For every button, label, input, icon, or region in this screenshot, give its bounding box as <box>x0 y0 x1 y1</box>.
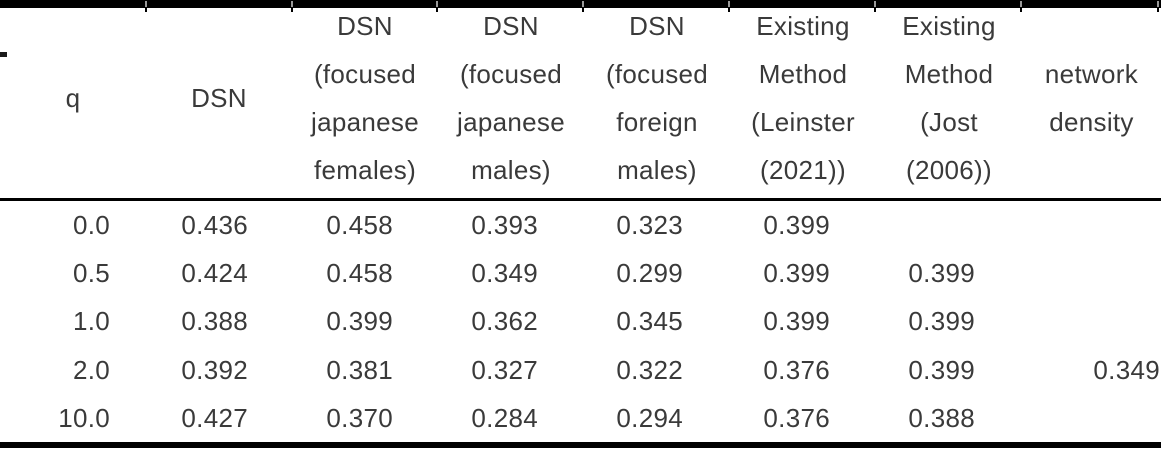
column-divider-tick <box>1157 0 1159 12</box>
cell-q: 2.0 <box>72 354 110 385</box>
column-divider-tick <box>436 0 438 12</box>
cell-dsn-foreign-males: 0.294 <box>616 402 683 433</box>
column-header-dsn: DSN <box>191 83 247 113</box>
table-row-q-2.0: 2.0 0.392 0.381 0.327 0.322 0.376 0.399 … <box>0 346 1161 394</box>
cell-dsn-foreign-males: 0.323 <box>616 210 683 241</box>
cell-existing-leinster: 0.399 <box>763 306 830 337</box>
cell-existing-leinster: 0.376 <box>763 402 830 433</box>
cell-existing-jost: 0.399 <box>908 258 975 289</box>
cell-existing-leinster: 0.376 <box>763 354 830 385</box>
column-divider-tick <box>728 0 730 12</box>
cell-network-density <box>1022 394 1161 442</box>
cell-q: 1.0 <box>72 306 110 337</box>
table-top-rule <box>0 0 1161 8</box>
column-header-q: q <box>65 83 81 113</box>
cell-dsn-japanese-females: 0.381 <box>326 354 393 385</box>
column-header-dsn-focused-japanese-females: DSN (focused japanese females) <box>311 11 419 185</box>
column-divider-tick <box>1020 0 1022 12</box>
column-header-network-density: network density <box>1044 59 1139 137</box>
cell-network-density: 0.349 <box>1093 354 1160 385</box>
table-body: 0.0 0.436 0.458 0.393 0.323 0.399 0.5 0.… <box>0 201 1161 442</box>
table-row-q-0.0: 0.0 0.436 0.458 0.393 0.323 0.399 <box>0 201 1161 249</box>
cell-dsn-japanese-males: 0.349 <box>471 258 538 289</box>
cell-existing-jost <box>876 201 1022 249</box>
cell-dsn: 0.436 <box>181 210 248 241</box>
table-row-q-10.0: 10.0 0.427 0.370 0.284 0.294 0.376 0.388 <box>0 394 1161 442</box>
cell-dsn-japanese-males: 0.284 <box>471 402 538 433</box>
cell-q: 10.0 <box>58 402 110 433</box>
cell-q: 0.5 <box>72 258 110 289</box>
cell-dsn-japanese-females: 0.399 <box>326 306 393 337</box>
cell-network-density <box>1022 249 1161 297</box>
crop-artifact-dash <box>0 52 7 57</box>
column-header-existing-method-jost: Existing Method (Jost (2006)) <box>902 11 996 185</box>
cell-dsn-foreign-males: 0.322 <box>616 354 683 385</box>
cell-dsn-foreign-males: 0.345 <box>616 306 683 337</box>
cell-q: 0.0 <box>72 210 110 241</box>
cell-dsn-japanese-males: 0.393 <box>471 210 538 241</box>
column-divider-tick <box>874 0 876 12</box>
column-header-dsn-focused-foreign-males: DSN (focused foreign males) <box>605 11 709 185</box>
column-divider-tick <box>291 0 293 12</box>
table-header-row: q DSN DSN (focused japanese females) DSN… <box>0 0 1161 196</box>
cell-dsn-japanese-males: 0.327 <box>471 354 538 385</box>
column-header-existing-method-leinster: Existing Method (Leinster (2021)) <box>751 11 855 185</box>
cell-dsn-japanese-females: 0.458 <box>326 210 393 241</box>
cell-dsn-foreign-males: 0.299 <box>616 258 683 289</box>
cell-dsn-japanese-females: 0.370 <box>326 402 393 433</box>
column-divider-tick <box>145 0 147 12</box>
cell-dsn: 0.427 <box>181 402 248 433</box>
cell-network-density <box>1022 201 1161 249</box>
cell-existing-jost: 0.399 <box>908 354 975 385</box>
cell-existing-jost: 0.388 <box>908 402 975 433</box>
column-divider-tick <box>582 0 584 12</box>
cell-dsn-japanese-males: 0.362 <box>471 306 538 337</box>
cell-existing-jost: 0.399 <box>908 306 975 337</box>
header-separator-rule <box>0 198 1161 201</box>
cell-existing-leinster: 0.399 <box>763 210 830 241</box>
table-row-q-0.5: 0.5 0.424 0.458 0.349 0.299 0.399 0.399 <box>0 249 1161 297</box>
cell-dsn: 0.388 <box>181 306 248 337</box>
column-header-dsn-focused-japanese-males: DSN (focused japanese males) <box>457 11 565 185</box>
cell-dsn: 0.424 <box>181 258 248 289</box>
cell-dsn-japanese-females: 0.458 <box>326 258 393 289</box>
cell-existing-leinster: 0.399 <box>763 258 830 289</box>
table-row-q-1.0: 1.0 0.388 0.399 0.362 0.345 0.399 0.399 <box>0 297 1161 345</box>
table-bottom-rule <box>0 442 1161 448</box>
cell-dsn: 0.392 <box>181 354 248 385</box>
cell-network-density <box>1022 297 1161 345</box>
